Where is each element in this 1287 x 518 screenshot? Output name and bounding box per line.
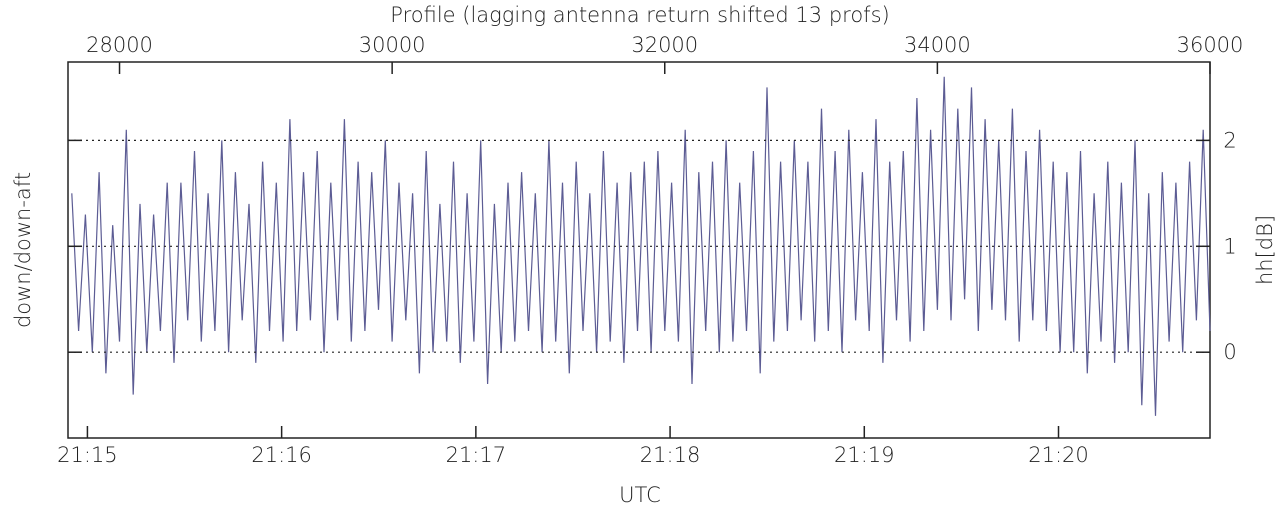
y2-axis-title: hh[dB]: [1253, 215, 1277, 285]
plot-frame: [67, 61, 1211, 439]
x2-tick-label: 36000: [1177, 33, 1244, 57]
x-tick-label: 21:15: [57, 443, 118, 467]
y2-tick-label: 1: [1223, 234, 1236, 258]
x-axis-title: UTC: [619, 483, 661, 507]
x2-tick-label: 28000: [86, 33, 153, 57]
y2-tick-label: 2: [1223, 128, 1236, 152]
x-tick-label: 21:19: [834, 443, 895, 467]
y-axis-title: down/down-aft: [11, 172, 35, 328]
x-tick-label: 21:20: [1028, 443, 1089, 467]
x2-tick-label: 30000: [359, 33, 426, 57]
y2-tick-label: 0: [1223, 340, 1236, 364]
data-line: [71, 76, 1211, 416]
top-axis-title: Profile (lagging antenna return shifted …: [390, 3, 889, 27]
x2-tick-label: 32000: [631, 33, 698, 57]
x-tick-label: 21:16: [251, 443, 312, 467]
x2-tick-label: 34000: [904, 33, 971, 57]
x-tick-label: 21:17: [446, 443, 507, 467]
x-tick-label: 21:18: [640, 443, 701, 467]
